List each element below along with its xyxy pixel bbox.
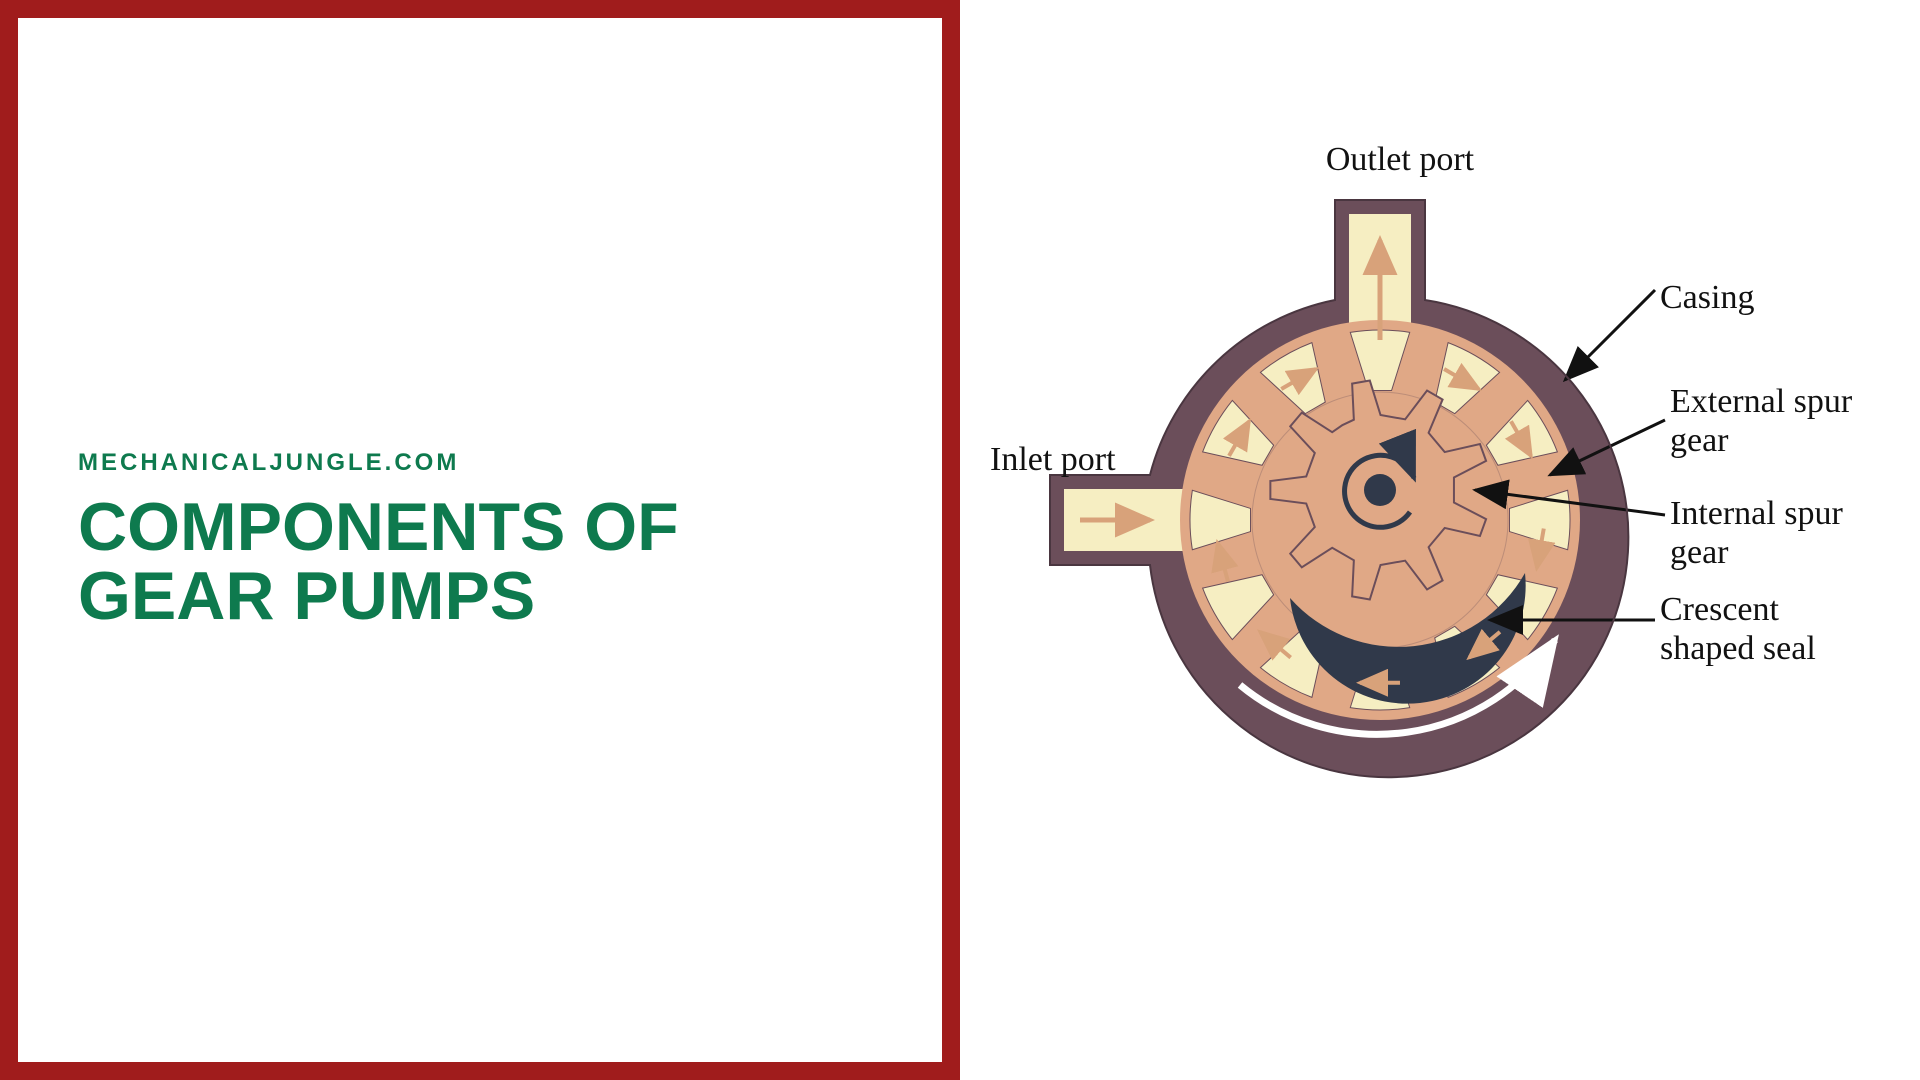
site-label: MECHANICALJUNGLE.COM xyxy=(78,449,882,477)
label-outlet: Outlet port xyxy=(1290,140,1510,179)
right-panel: Outlet port Inlet port Casing External s… xyxy=(960,0,1920,1080)
page-title: COMPONENTS OF GEAR PUMPS xyxy=(78,493,882,632)
label-internal: Internal spur gear xyxy=(1670,494,1870,572)
left-panel: MECHANICALJUNGLE.COM COMPONENTS OF GEAR … xyxy=(0,0,960,1080)
label-casing: Casing xyxy=(1660,278,1820,317)
label-inlet: Inlet port xyxy=(990,440,1150,479)
gear-pump-diagram: Outlet port Inlet port Casing External s… xyxy=(1010,150,1870,850)
label-external: External spur gear xyxy=(1670,382,1870,460)
label-crescent: Crescent shaped seal xyxy=(1660,590,1880,668)
